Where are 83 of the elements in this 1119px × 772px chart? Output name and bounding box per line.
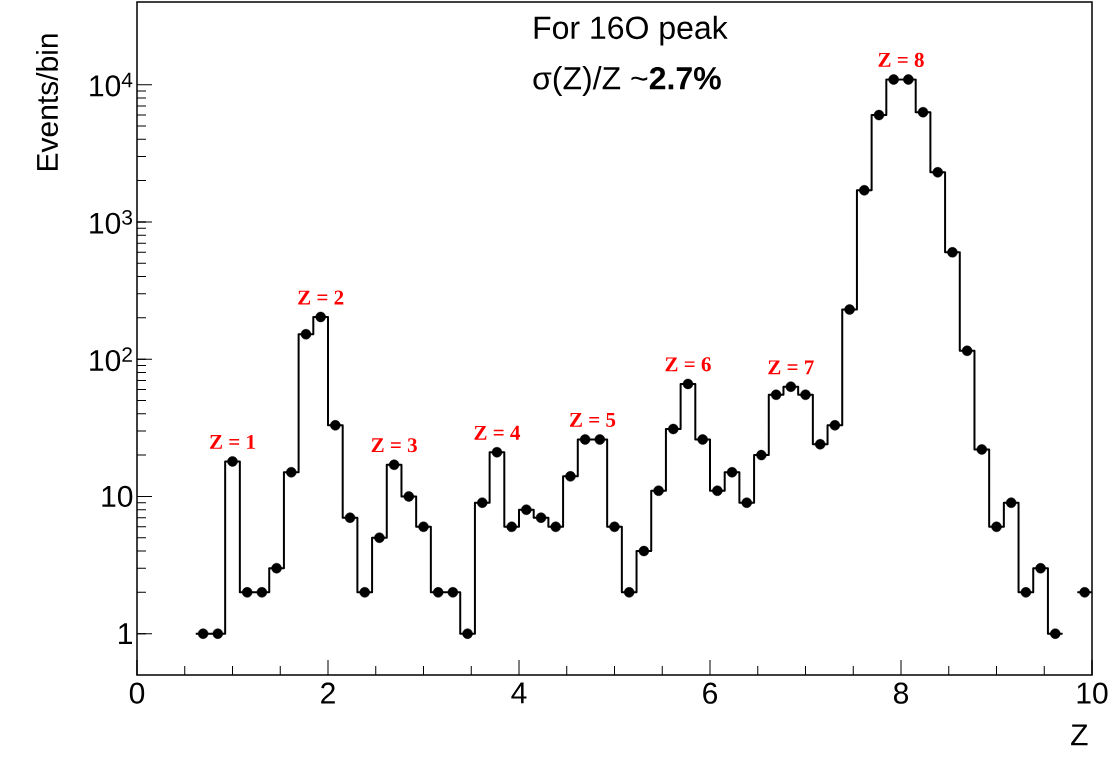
point: [271, 562, 282, 574]
annotation: For 16O peak: [534, 15, 728, 46]
point: [535, 512, 547, 523]
point: [653, 485, 664, 496]
point: [550, 521, 561, 533]
point: [565, 471, 576, 482]
x-axis-title: Z: [1071, 724, 1088, 746]
point: [844, 304, 855, 315]
point: [256, 587, 268, 598]
point: [873, 109, 885, 121]
point: [976, 444, 988, 455]
point: [462, 628, 473, 639]
point: [388, 459, 400, 470]
point: [888, 74, 899, 85]
y-tick-label: 10$^{3}$: [90, 209, 133, 234]
point: [447, 587, 459, 598]
point: [197, 628, 209, 639]
x-tick-label: 10: [1077, 682, 1108, 704]
point: [374, 532, 385, 543]
point: [359, 587, 370, 598]
point: [432, 587, 444, 598]
point: [991, 521, 1002, 533]
point: [829, 420, 841, 431]
point: [227, 456, 238, 467]
point: [418, 521, 429, 533]
point: [741, 497, 752, 508]
annotation: Z = 7: [768, 360, 814, 375]
point: [330, 420, 341, 431]
x-tick-label: 6: [703, 682, 718, 704]
point: [726, 467, 738, 478]
y-axis-title: Events/bin: [36, 34, 59, 171]
point: [1020, 587, 1032, 598]
point: [594, 434, 606, 445]
annotation: Z = 1: [210, 434, 255, 449]
point: [609, 521, 620, 533]
point: [903, 74, 914, 85]
point: [579, 434, 591, 445]
point: [286, 467, 297, 478]
point: [521, 504, 532, 515]
y-tick-label: 10$^{2}$: [90, 347, 132, 372]
point: [403, 491, 415, 502]
point: [638, 545, 650, 557]
point: [212, 628, 224, 639]
point: [961, 345, 973, 357]
point: [932, 167, 943, 178]
point: [241, 587, 253, 598]
point: [697, 434, 708, 445]
point: [344, 512, 356, 523]
point: [814, 439, 826, 450]
annotation: σ(Z)/Z ~2.7%: [533, 66, 721, 96]
y-tick-label: 1: [119, 623, 133, 644]
point: [623, 587, 635, 598]
point: [506, 521, 517, 533]
point: [1079, 587, 1090, 598]
x-tick-label: 8: [893, 682, 909, 704]
annotation: Z = 3: [371, 438, 417, 453]
point: [491, 446, 503, 458]
point: [1035, 562, 1046, 574]
annotation: Z = 6: [665, 357, 711, 372]
point: [712, 485, 723, 496]
annotation: Z = 5: [569, 412, 616, 427]
point: [1005, 497, 1017, 508]
point: [668, 423, 679, 435]
point: [800, 389, 811, 400]
point: [859, 185, 870, 196]
point: [770, 389, 782, 400]
x-tick-label: 0: [129, 682, 145, 704]
annotation: Z = 4: [474, 425, 521, 440]
point: [917, 106, 929, 118]
annotation: Z = 2: [298, 290, 344, 305]
annotation: Z = 8: [878, 52, 924, 67]
point: [315, 311, 326, 323]
point: [300, 329, 312, 340]
y-tick-label: 10: [102, 485, 133, 508]
x-tick-label: 2: [321, 682, 335, 704]
point: [785, 381, 797, 392]
y-tick-label: 10$^{4}$: [90, 72, 133, 97]
point: [1050, 628, 1061, 639]
point: [477, 497, 488, 508]
point: [947, 247, 958, 258]
x-tick-label: 4: [511, 682, 527, 704]
point: [756, 449, 767, 461]
point: [682, 378, 694, 390]
